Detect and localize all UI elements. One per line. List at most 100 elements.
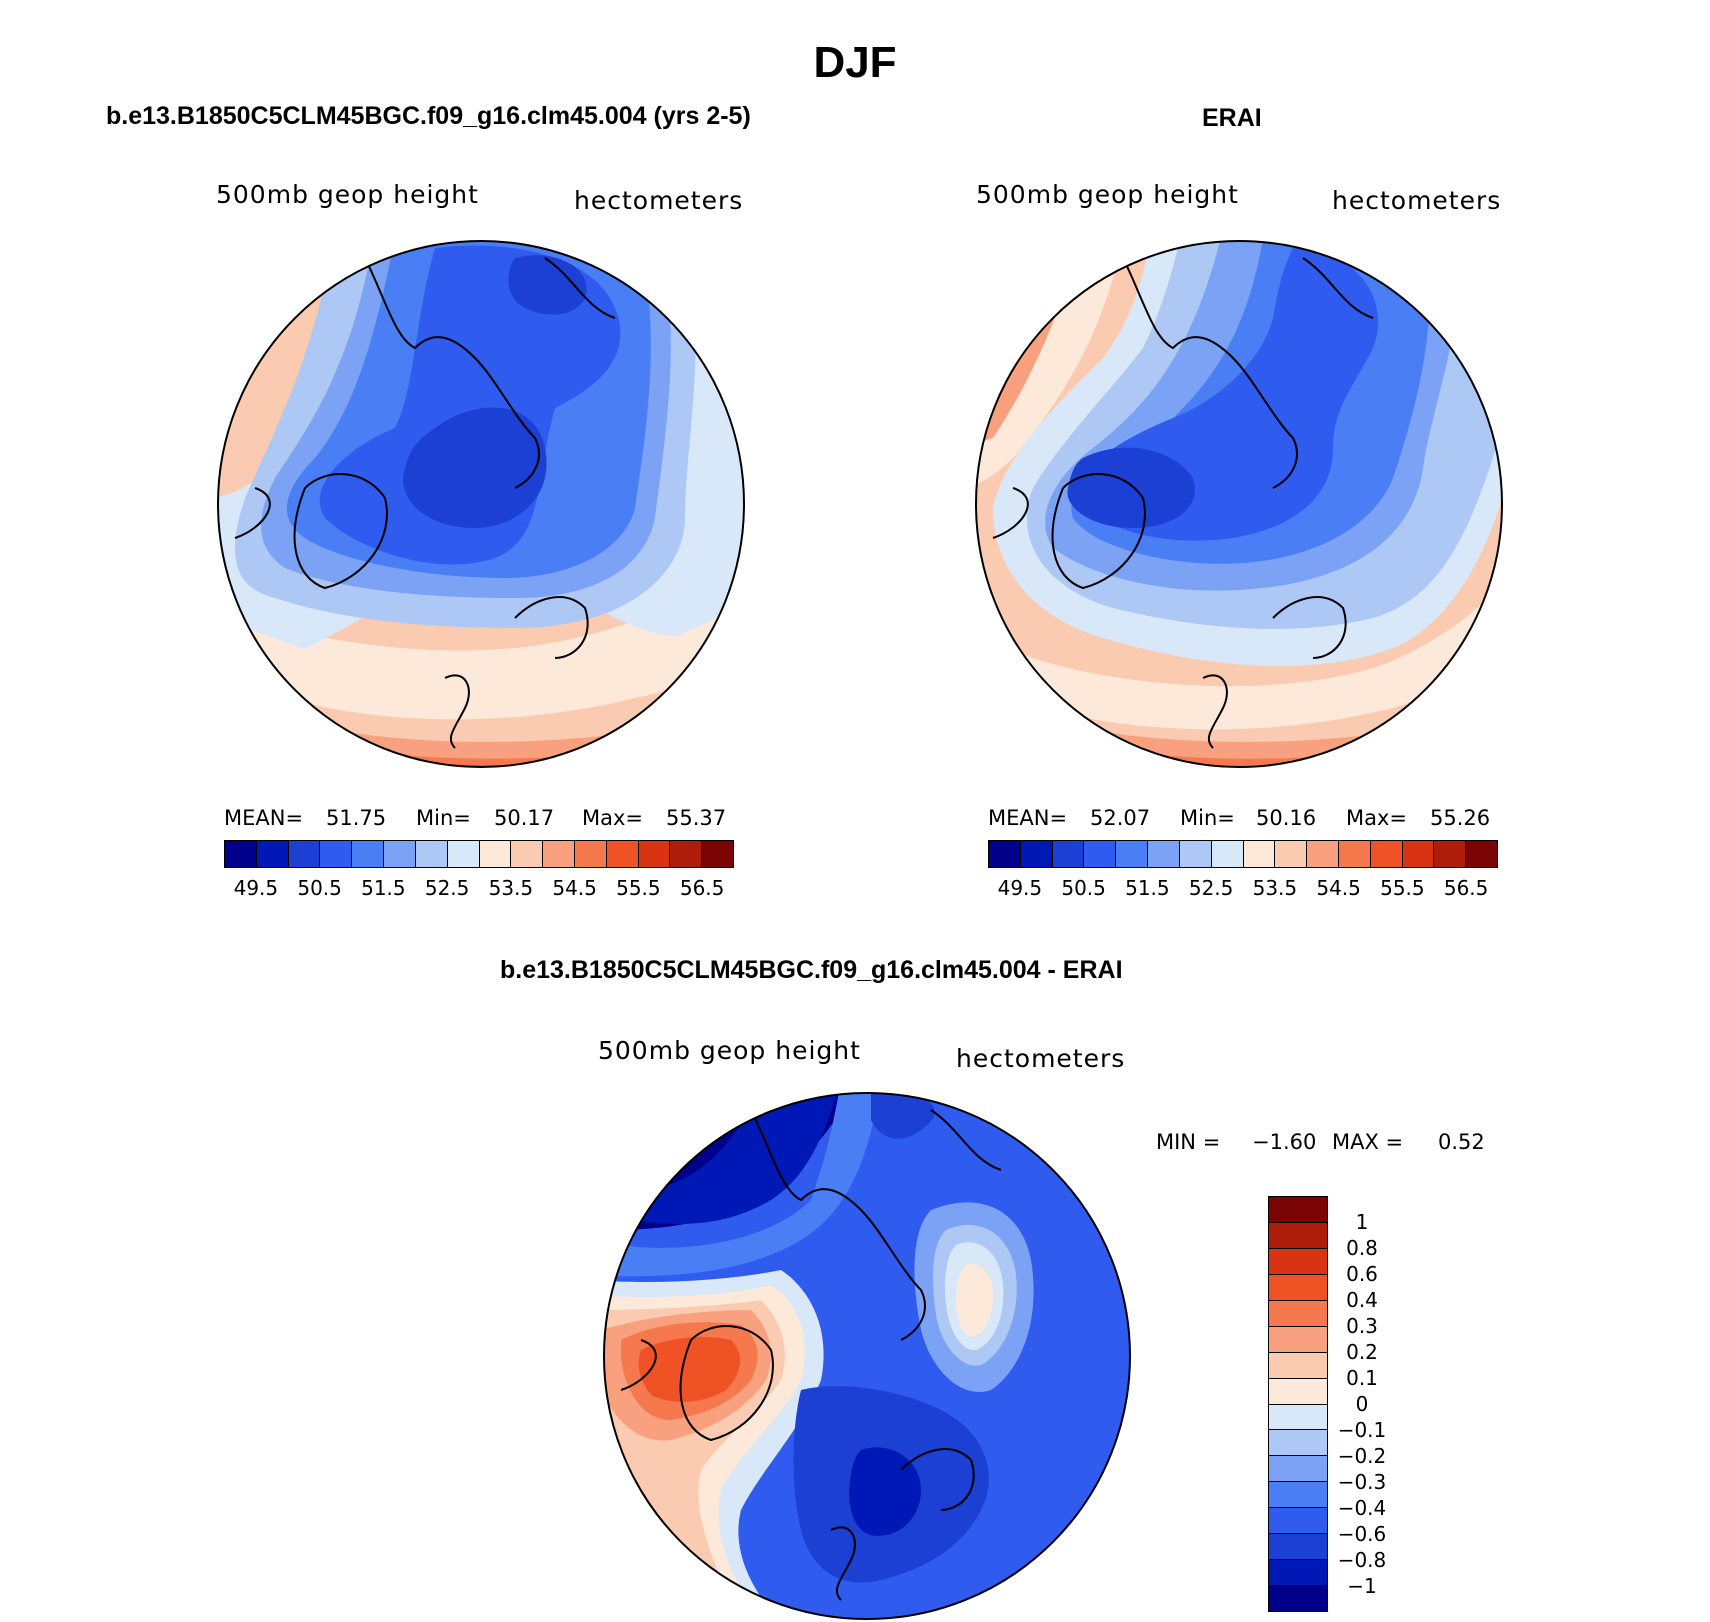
obs-colorbar-tick-label: 52.5 [1188, 876, 1234, 900]
diff-colorbar-tick-label: 1 [1355, 1210, 1369, 1234]
model-colorbar-swatch [574, 841, 607, 867]
diff-colorbar-swatch [1269, 1326, 1327, 1353]
diff-colorbar-swatch [1269, 1197, 1327, 1223]
diff-colorbar-tick-label: 0.8 [1346, 1236, 1378, 1260]
obs-colorbar-swatch [1084, 841, 1117, 867]
diff-min-label: MIN = [1156, 1130, 1221, 1154]
model-variable-label: 500mb geop height [216, 180, 479, 209]
obs-colorbar-tick-label: 55.5 [1380, 876, 1425, 900]
model-colorbar-ticks: 49.5 50.5 51.5 52.5 53.5 54.5 55.5 56.5 [224, 876, 734, 902]
diff-colorbar-tick-label: −0.4 [1337, 1496, 1387, 1520]
obs-colorbar-swatch [1434, 841, 1467, 867]
obs-colorbar-swatch [1466, 841, 1497, 867]
obs-min-label: Min= [1180, 806, 1235, 830]
obs-colorbar-tick-label: 51.5 [1125, 876, 1170, 900]
diff-colorbar-tick-label: 0.4 [1346, 1288, 1378, 1312]
obs-colorbar-swatch [1402, 841, 1435, 867]
model-panel-title: b.e13.B1850C5CLM45BGC.f09_g16.clm45.004 … [106, 102, 751, 130]
diff-colorbar-swatch [1269, 1352, 1327, 1379]
diff-colorbar-swatch [1269, 1560, 1327, 1587]
obs-colorbar-swatch [1179, 841, 1212, 867]
model-colorbar-swatch [256, 841, 289, 867]
obs-mean-label: MEAN= [988, 806, 1068, 830]
obs-colorbar-tick-label: 53.5 [1252, 876, 1298, 900]
model-colorbar [224, 840, 734, 868]
obs-colorbar-swatch [1020, 841, 1053, 867]
obs-mean-value: 52.07 [1090, 806, 1151, 830]
obs-colorbar-swatch [1243, 841, 1276, 867]
obs-colorbar [988, 840, 1498, 868]
diff-colorbar-swatch [1269, 1586, 1327, 1611]
diff-colorbar [1268, 1196, 1328, 1612]
diff-polar-map [603, 1092, 1131, 1620]
diff-colorbar-tick-label: 0 [1355, 1392, 1369, 1416]
diff-colorbar-tick-label: 0.1 [1346, 1366, 1378, 1390]
obs-colorbar-ticks: 49.5 50.5 51.5 52.5 53.5 54.5 55.5 56.5 [988, 876, 1498, 902]
diff-min-value: −1.60 [1252, 1130, 1317, 1154]
model-max-label: Max= [582, 806, 644, 830]
diff-colorbar-swatch [1269, 1456, 1327, 1483]
diff-colorbar-swatch [1269, 1430, 1327, 1457]
diff-colorbar-ticks: 1 0.8 0.6 0.4 0.3 0.2 0.1 0 −0.1 −0.2 −0.3 −0.4 −0.6… [1332, 1196, 1392, 1612]
diff-colorbar-swatch [1269, 1508, 1327, 1535]
model-colorbar-swatch [415, 841, 448, 867]
diff-colorbar-tick-label: 0.3 [1346, 1314, 1378, 1338]
obs-colorbar-swatch [1052, 841, 1085, 867]
diff-colorbar-tick-label: −0.2 [1337, 1444, 1387, 1468]
model-colorbar-swatch [320, 841, 353, 867]
model-colorbar-swatch [225, 841, 257, 867]
obs-colorbar-swatch [1370, 841, 1403, 867]
obs-polar-map [975, 240, 1503, 768]
obs-colorbar-swatch [989, 841, 1021, 867]
model-colorbar-tick-label: 52.5 [424, 876, 470, 900]
diff-colorbar-swatch [1269, 1404, 1327, 1431]
model-colorbar-swatch [670, 841, 703, 867]
model-colorbar-tick-label: 56.5 [679, 876, 725, 900]
obs-panel-title: ERAI [1202, 104, 1262, 132]
model-mean-value: 51.75 [326, 806, 387, 830]
obs-colorbar-tick-label: 49.5 [997, 876, 1043, 900]
diff-colorbar-tick-label: −1 [1347, 1574, 1377, 1598]
obs-colorbar-swatch [1275, 841, 1308, 867]
model-colorbar-swatch [638, 841, 671, 867]
model-min-label: Min= [416, 806, 471, 830]
obs-units-label: hectometers [1332, 186, 1502, 215]
model-colorbar-swatch [702, 841, 733, 867]
obs-colorbar-swatch [1148, 841, 1180, 867]
diff-max-label: MAX = [1332, 1130, 1404, 1154]
obs-colorbar-swatch [1307, 841, 1339, 867]
model-colorbar-tick-label: 54.5 [552, 876, 597, 900]
model-mean-label: MEAN= [224, 806, 304, 830]
model-colorbar-swatch [479, 841, 512, 867]
diff-max-value: 0.52 [1438, 1130, 1485, 1154]
obs-min-value: 50.16 [1256, 806, 1317, 830]
model-colorbar-tick-label: 50.5 [297, 876, 342, 900]
model-colorbar-tick-label: 55.5 [616, 876, 661, 900]
diff-colorbar-tick-label: 0.2 [1346, 1340, 1378, 1364]
diff-colorbar-tick-label: −0.8 [1337, 1548, 1387, 1572]
model-colorbar-swatch [606, 841, 639, 867]
diff-colorbar-tick-label: −0.6 [1337, 1522, 1387, 1546]
diff-units-label: hectometers [956, 1044, 1126, 1073]
diff-colorbar-swatch [1269, 1222, 1327, 1249]
diff-colorbar-tick-label: −0.1 [1337, 1418, 1387, 1442]
obs-colorbar-swatch [1338, 841, 1371, 867]
obs-max-value: 55.26 [1430, 806, 1491, 830]
obs-colorbar-tick-label: 56.5 [1443, 876, 1489, 900]
diff-panel-title: b.e13.B1850C5CLM45BGC.f09_g16.clm45.004 … [500, 956, 1123, 984]
diff-colorbar-swatch [1269, 1248, 1327, 1275]
diff-colorbar-swatch [1269, 1274, 1327, 1301]
model-colorbar-swatch [352, 841, 385, 867]
obs-colorbar-swatch [1116, 841, 1149, 867]
obs-colorbar-tick-label: 54.5 [1316, 876, 1361, 900]
model-polar-map [217, 240, 745, 768]
model-min-value: 50.17 [494, 806, 555, 830]
diff-colorbar-swatch [1269, 1482, 1327, 1509]
diff-colorbar-tick-label: −0.3 [1337, 1470, 1387, 1494]
model-max-value: 55.37 [666, 806, 727, 830]
obs-colorbar-tick-label: 50.5 [1061, 876, 1106, 900]
model-colorbar-swatch [384, 841, 416, 867]
diff-colorbar-tick-label: 0.6 [1346, 1262, 1378, 1286]
obs-max-label: Max= [1346, 806, 1408, 830]
model-colorbar-swatch [543, 841, 575, 867]
